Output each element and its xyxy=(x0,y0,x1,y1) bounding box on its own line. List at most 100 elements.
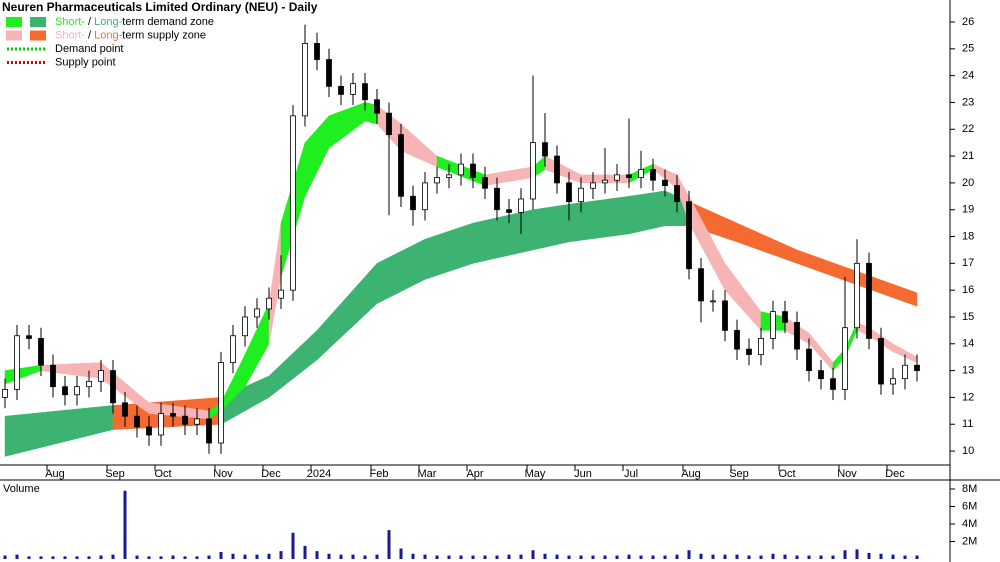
x-tick-label: Mar xyxy=(418,468,437,480)
candle-body xyxy=(650,169,656,181)
volume-bar xyxy=(375,554,379,559)
legend-label-part: Long- xyxy=(94,29,122,41)
volume-bar xyxy=(171,555,175,559)
volume-bar xyxy=(147,556,151,559)
volume-bar xyxy=(159,556,163,559)
candle-body xyxy=(86,380,92,388)
volume-bar xyxy=(243,554,247,559)
candle-body xyxy=(566,182,572,203)
x-tick-label: Oct xyxy=(154,468,171,480)
candle-body xyxy=(134,415,140,428)
y-tick-label: 26 xyxy=(962,16,974,28)
volume-bar xyxy=(207,555,211,559)
y-tick-label: 23 xyxy=(962,96,974,108)
volume-bar xyxy=(423,554,427,559)
candle-body xyxy=(266,297,272,310)
candle-body xyxy=(686,201,692,270)
candle-body xyxy=(302,43,308,117)
legend-label-part: Long- xyxy=(94,16,122,28)
volume-bar xyxy=(555,554,559,559)
chart-title: Neuren Pharmaceuticals Limited Ordinary … xyxy=(2,0,318,14)
candle-body xyxy=(398,134,404,197)
candle-body xyxy=(626,174,632,178)
volume-bar xyxy=(543,553,547,559)
candle-body xyxy=(62,386,68,396)
volume-bar xyxy=(651,555,655,559)
volume-bar xyxy=(399,548,403,559)
volume-bar xyxy=(579,555,583,559)
candle-body xyxy=(542,142,548,157)
candle-body xyxy=(386,112,392,136)
volume-bar xyxy=(627,554,631,559)
candle-body xyxy=(662,179,668,186)
candle-body xyxy=(158,413,164,436)
candle-body xyxy=(734,329,740,350)
volume-bar xyxy=(39,556,43,559)
y-tick-label: 13 xyxy=(962,365,974,377)
legend-swatch xyxy=(30,17,46,27)
candle-body xyxy=(338,85,344,95)
volume-bar xyxy=(15,554,19,559)
y-tick-label: 21 xyxy=(962,150,974,162)
volume-bar xyxy=(483,555,487,559)
volume-bar xyxy=(339,554,343,559)
x-tick-label: Oct xyxy=(778,468,795,480)
candle-body xyxy=(794,321,800,350)
candle-body xyxy=(614,174,620,181)
candle-body xyxy=(638,169,644,178)
x-tick-label: 2024 xyxy=(307,468,331,480)
volume-bar xyxy=(723,554,727,559)
volume-bar xyxy=(279,551,283,559)
candle-body xyxy=(326,59,332,87)
y-tick-label: 12 xyxy=(962,391,974,403)
y-tick-label: 20 xyxy=(962,177,974,189)
volume-tick-label: 4M xyxy=(962,518,977,530)
candle-body xyxy=(578,187,584,203)
candle-body xyxy=(698,268,704,302)
volume-bar xyxy=(51,556,55,559)
legend-label-part: Short- xyxy=(55,16,85,28)
volume-bar xyxy=(231,553,235,559)
candle-body xyxy=(806,348,812,372)
candle-body xyxy=(434,177,440,184)
candle-body xyxy=(182,415,188,425)
volume-bar xyxy=(507,554,511,559)
volume-bar xyxy=(99,555,103,559)
volume-bar xyxy=(411,553,415,559)
candle-body xyxy=(26,335,32,339)
candle-body xyxy=(290,115,296,291)
volume-title: Volume xyxy=(3,483,40,495)
y-tick-label: 11 xyxy=(962,418,973,430)
candle-body xyxy=(722,300,728,331)
candle-body xyxy=(230,335,236,363)
candle-body xyxy=(866,262,872,339)
candle-body xyxy=(746,348,752,355)
legend-label: Short- / Long-term supply zone xyxy=(55,29,206,41)
legend-label-part: term supply zone xyxy=(122,29,206,41)
volume-bar xyxy=(75,556,79,559)
candle-body xyxy=(98,370,104,382)
volume-bar xyxy=(63,556,67,559)
x-tick-label: Dec xyxy=(885,468,905,480)
long-zone-segment xyxy=(568,196,630,243)
candle-body xyxy=(758,338,764,355)
volume-bar xyxy=(195,556,199,559)
candle-body xyxy=(14,335,20,390)
legend-label: Demand point xyxy=(55,43,124,55)
candle-body xyxy=(902,364,908,380)
candle-body xyxy=(842,327,848,390)
volume-bar xyxy=(615,555,619,559)
x-tick-label: Feb xyxy=(370,468,389,480)
volume-bar xyxy=(843,550,847,559)
volume-bar xyxy=(123,490,127,559)
volume-bar xyxy=(903,555,907,559)
legend-swatch xyxy=(6,17,22,27)
volume-bar xyxy=(879,553,883,559)
y-tick-label: 19 xyxy=(962,204,974,216)
volume-bar xyxy=(807,555,811,559)
candle-body xyxy=(878,338,884,385)
candle-body xyxy=(458,163,464,176)
volume-bar xyxy=(663,555,667,559)
volume-bar xyxy=(87,556,91,559)
